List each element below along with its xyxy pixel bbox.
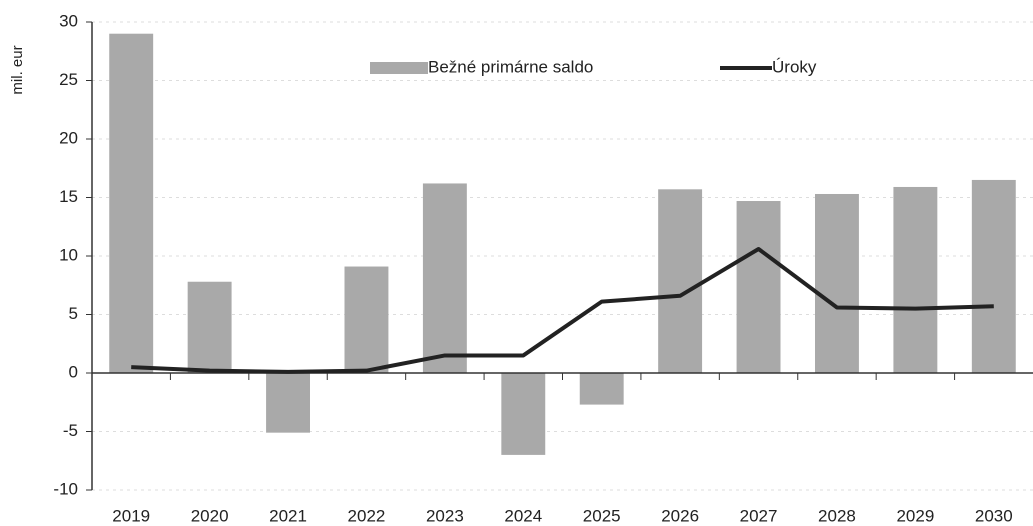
x-tick-label: 2024: [504, 506, 542, 525]
line: [131, 246, 994, 374]
legend-swatch: [370, 62, 428, 74]
bar: [422, 183, 467, 373]
x-tick-label: 2022: [348, 506, 386, 525]
y-tick-label: 10: [59, 245, 78, 264]
bar: [501, 373, 546, 455]
y-tick-label: 0: [69, 362, 78, 381]
legend-label: Bežné primárne saldo: [428, 57, 593, 76]
x-tick-label: 2027: [740, 506, 778, 525]
y-tick-label: -5: [63, 421, 78, 440]
bar: [893, 186, 938, 373]
bar: [658, 189, 703, 373]
bar: [344, 266, 389, 373]
y-tick-label: 5: [69, 304, 78, 323]
x-tick-label: 2025: [583, 506, 621, 525]
y-tick-label: 25: [59, 70, 78, 89]
bar: [579, 373, 624, 405]
bar: [266, 373, 310, 433]
y-tick-label: 20: [59, 128, 78, 147]
x-tick-label: 2028: [818, 506, 856, 525]
x-tick-label: 2023: [426, 506, 464, 525]
x-tick-label: 2021: [269, 506, 307, 525]
y-axis-label: mil. eur: [9, 45, 26, 94]
bar: [187, 281, 232, 373]
y-tick-label: 30: [59, 11, 78, 30]
bar: [109, 33, 154, 373]
x-tick-label: 2020: [191, 506, 229, 525]
legend-label: Úroky: [772, 57, 817, 76]
x-tick-label: 2030: [975, 506, 1013, 525]
y-tick-label: -10: [53, 479, 78, 498]
x-tick-label: 2019: [112, 506, 150, 525]
x-tick-label: 2026: [661, 506, 699, 525]
bar: [736, 201, 781, 373]
x-tick-label: 2029: [896, 506, 934, 525]
bar: [971, 179, 1016, 373]
bar: [815, 193, 859, 373]
y-tick-label: 15: [59, 187, 78, 206]
